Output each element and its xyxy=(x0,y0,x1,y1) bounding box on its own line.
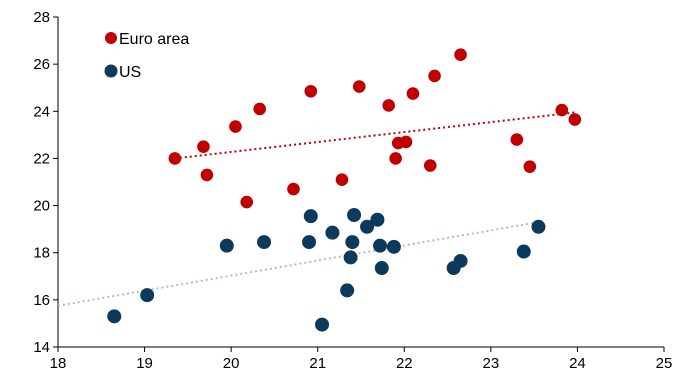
data-point-euro-area xyxy=(168,152,182,165)
data-point-us xyxy=(373,238,388,253)
y-tick-label: 20 xyxy=(33,198,50,215)
data-point-euro-area xyxy=(523,160,537,173)
data-point-us xyxy=(370,212,385,227)
legend-marker-euro-area xyxy=(105,32,117,44)
data-point-euro-area xyxy=(454,48,467,62)
data-point-euro-area xyxy=(197,140,210,153)
y-tick-label: 18 xyxy=(33,245,50,262)
data-point-us xyxy=(219,238,234,253)
data-point-euro-area xyxy=(555,103,569,117)
data-point-euro-area xyxy=(510,133,524,146)
data-point-euro-area xyxy=(428,69,441,83)
data-point-euro-area xyxy=(568,113,582,126)
x-tick-label: 23 xyxy=(483,355,500,372)
data-point-us xyxy=(343,250,358,265)
data-point-us xyxy=(325,225,340,240)
data-point-us xyxy=(516,244,531,259)
y-tick-label: 26 xyxy=(33,56,50,73)
x-tick-label: 25 xyxy=(656,355,673,372)
data-point-us xyxy=(347,208,362,222)
data-point-euro-area xyxy=(389,152,402,165)
data-point-euro-area xyxy=(352,80,366,93)
y-tick-label: 24 xyxy=(33,103,50,120)
x-tick-label: 19 xyxy=(136,355,153,372)
x-tick-label: 20 xyxy=(223,355,240,372)
trend-line-euro-area xyxy=(174,111,575,160)
y-tick-label: 14 xyxy=(33,339,50,356)
data-point-us xyxy=(345,235,360,250)
trend-line-us xyxy=(57,221,539,307)
legend-marker-us xyxy=(104,64,118,78)
legend-label-us: US xyxy=(119,64,141,81)
y-tick-label: 22 xyxy=(33,150,50,167)
data-points xyxy=(107,48,582,332)
data-point-euro-area xyxy=(240,195,254,209)
data-point-euro-area xyxy=(406,87,420,100)
data-point-us xyxy=(302,235,317,250)
data-point-euro-area xyxy=(335,173,349,186)
data-point-euro-area xyxy=(200,168,214,182)
data-point-euro-area xyxy=(229,120,242,133)
legend: Euro area US xyxy=(104,31,189,81)
data-point-us xyxy=(107,309,122,324)
data-point-euro-area xyxy=(423,159,437,172)
legend-label-euro-area: Euro area xyxy=(119,31,189,48)
data-point-us xyxy=(315,317,330,332)
data-point-us xyxy=(360,219,375,234)
data-point-euro-area xyxy=(304,84,318,98)
x-tick-label: 22 xyxy=(396,355,413,372)
y-tick-label: 28 xyxy=(33,9,50,26)
x-tick-label: 18 xyxy=(50,355,67,372)
axes: 14 16 18 20 22 24 26 28 18 19 20 21 22 23 24 25 xyxy=(33,9,672,372)
data-point-us xyxy=(257,235,272,250)
x-tick-label: 21 xyxy=(309,355,326,372)
x-tick-label: 24 xyxy=(569,355,586,372)
data-point-us xyxy=(531,219,546,234)
data-point-us xyxy=(453,253,468,268)
data-point-us xyxy=(374,261,389,276)
data-point-us xyxy=(340,283,355,298)
y-tick-label: 16 xyxy=(33,292,50,309)
data-point-euro-area xyxy=(253,102,267,116)
data-point-euro-area xyxy=(287,182,300,196)
trend-lines xyxy=(57,111,575,307)
data-point-euro-area xyxy=(382,99,396,112)
data-point-us xyxy=(140,288,155,303)
data-point-us xyxy=(386,239,401,254)
data-point-us xyxy=(303,209,318,224)
data-point-euro-area xyxy=(399,135,413,149)
